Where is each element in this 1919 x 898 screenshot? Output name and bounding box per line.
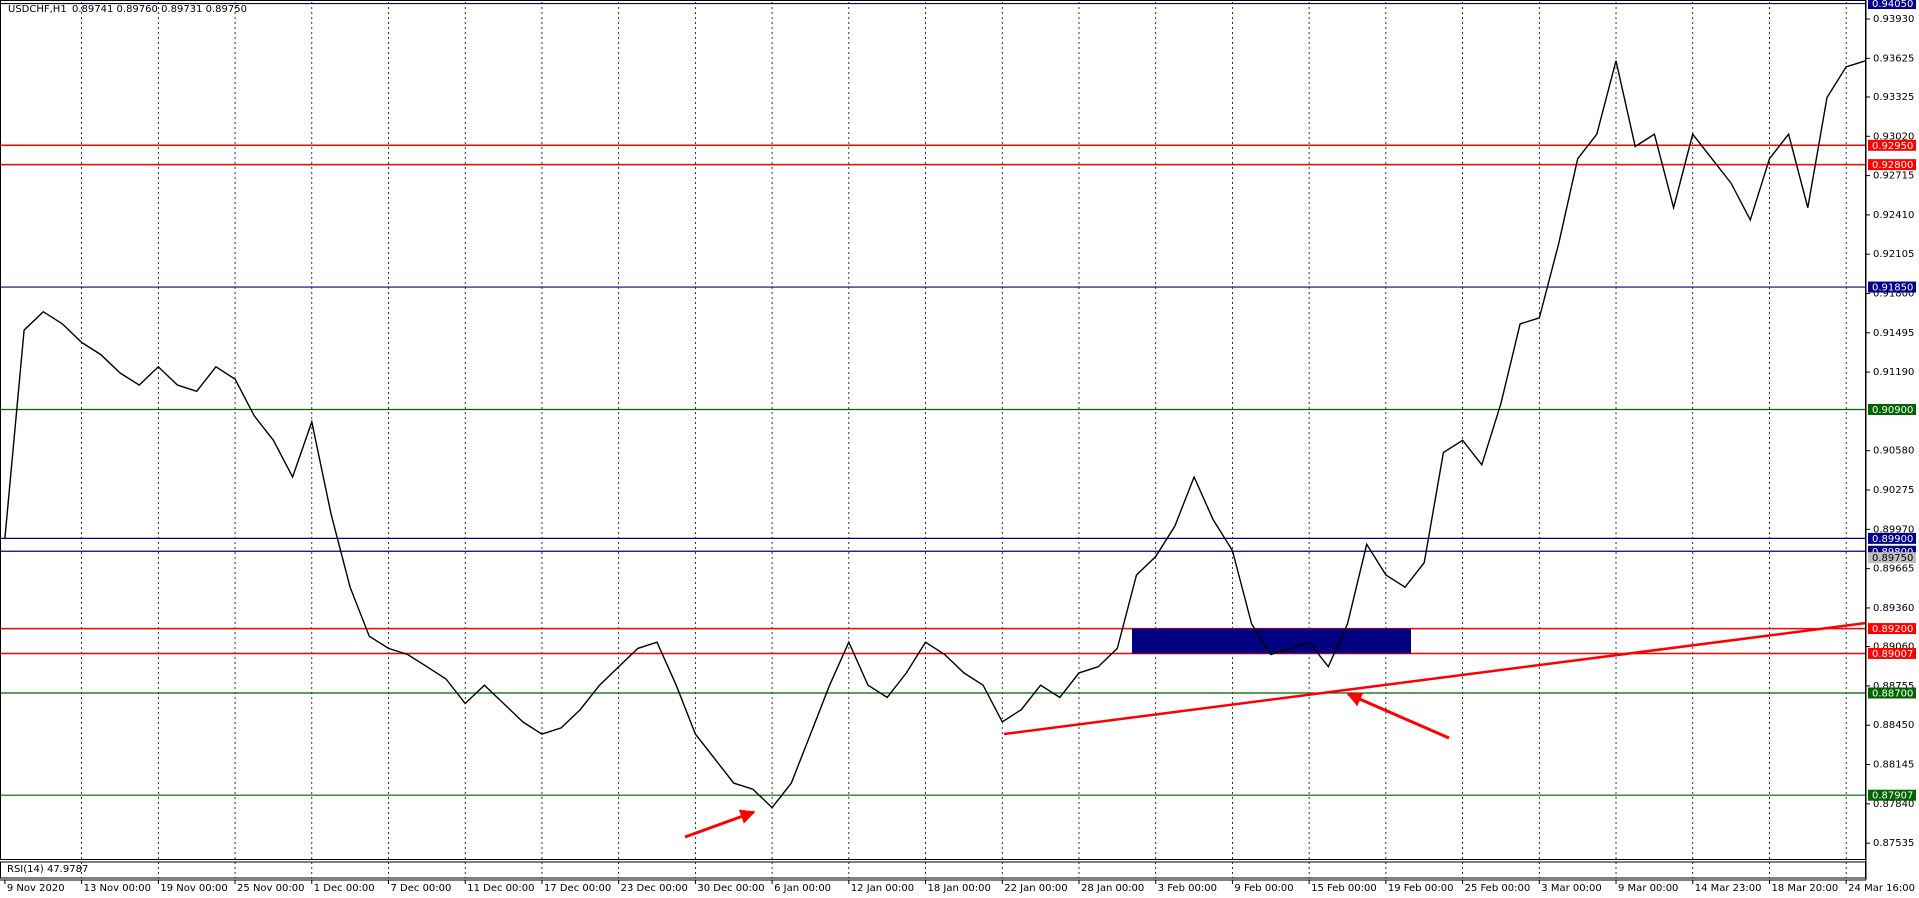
y-tick-label: 0.91800 (1873, 289, 1914, 300)
x-tick-label: 9 Feb 00:00 (1234, 883, 1293, 894)
level-tag (1868, 403, 1916, 415)
level-tag (1868, 159, 1916, 171)
level-label: 0.92800 (1872, 160, 1913, 171)
price-line (4, 60, 1866, 809)
y-tick-label: 0.87840 (1873, 799, 1914, 810)
y-tick-label: 0.93930 (1873, 14, 1914, 25)
x-tick-label: 1 Dec 00:00 (314, 883, 375, 894)
level-label: 0.87907 (1872, 791, 1913, 802)
level-label: 0.92950 (1872, 141, 1913, 152)
level-label: 0.89007 (1872, 649, 1913, 660)
trend-line (1003, 621, 1867, 736)
level-label: 0.91850 (1872, 283, 1913, 294)
y-tick-label: 0.92715 (1873, 171, 1914, 182)
x-tick-label: 25 Feb 00:00 (1465, 883, 1531, 894)
y-tick-label: 0.93625 (1873, 53, 1914, 64)
x-tick-label: 18 Mar 20:00 (1771, 883, 1838, 894)
y-tick-label: 0.88450 (1873, 720, 1914, 731)
x-tick-label: 11 Dec 00:00 (467, 883, 534, 894)
x-tick-label: 9 Nov 2020 (7, 883, 65, 894)
y-tick-label: 0.89665 (1873, 564, 1914, 575)
x-tick-label: 18 Jan 00:00 (928, 883, 991, 894)
level-label: 0.89900 (1872, 534, 1913, 545)
grid (81, 2, 1847, 878)
level-tag (1868, 0, 1916, 10)
level-tag (1868, 139, 1916, 151)
levels (0, 2, 1866, 796)
x-tick-label: 13 Nov 00:00 (84, 883, 151, 894)
y-tick-label: 0.89970 (1873, 524, 1914, 535)
axis: 0.93930 0.93625 0.93325 0.93020 0.92715 0.924… (4, 0, 1916, 894)
x-tick-label: 22 Jan 00:00 (1004, 883, 1067, 894)
arrow (1346, 692, 1450, 740)
y-tick-label: 0.89060 (1873, 642, 1914, 653)
level-tag (1868, 789, 1916, 801)
y-tick-label: 0.91190 (1873, 367, 1914, 378)
x-tick-label: 3 Mar 00:00 (1541, 883, 1601, 894)
level-tag (1868, 281, 1916, 293)
plot (4, 60, 1866, 809)
x-tick-label: 23 Dec 00:00 (621, 883, 688, 894)
zone (1132, 628, 1411, 654)
y-tick-label: 0.93325 (1873, 92, 1914, 103)
x-tick-label: 25 Nov 00:00 (237, 883, 304, 894)
current-price-label: 0.89750 (1872, 553, 1913, 564)
y-tick-label: 0.92105 (1873, 249, 1914, 260)
symbol: USDCHF,H1 (8, 4, 67, 15)
y-tick-label: 0.91495 (1873, 328, 1914, 339)
y-tick-label: 0.88145 (1873, 760, 1914, 771)
x-tick-label: 12 Jan 00:00 (851, 883, 914, 894)
level-label: 0.88700 (1872, 689, 1913, 700)
arrow (684, 809, 756, 839)
y-tick-label: 0.93020 (1873, 131, 1914, 142)
y-tick-label: 0.92410 (1873, 210, 1914, 221)
x-tick-label: 19 Nov 00:00 (160, 883, 227, 894)
x-tick-label: 6 Jan 00:00 (774, 883, 831, 894)
x-tick-label: 15 Feb 00:00 (1311, 883, 1377, 894)
x-tick-label: 7 Dec 00:00 (391, 883, 452, 894)
y-tick-label: 0.87535 (1873, 838, 1914, 849)
level-tag (1868, 545, 1916, 557)
y-tick-label: 0.89360 (1873, 603, 1914, 614)
level-label: 0.90900 (1872, 405, 1913, 416)
level-tag (1868, 623, 1916, 635)
level-tag (1868, 687, 1916, 699)
ohlc: 0.89741 0.89760 0.89731 0.89750 (72, 4, 247, 15)
indicator-label: RSI(14) 47.9787 (7, 864, 88, 875)
x-tick-label: 28 Jan 00:00 (1081, 883, 1144, 894)
level-tag (1868, 647, 1916, 659)
level-label: 0.89200 (1872, 624, 1913, 635)
x-tick-label: 14 Mar 23:00 (1695, 883, 1762, 894)
level-tag (1868, 532, 1916, 544)
x-tick-label: 19 Feb 00:00 (1388, 883, 1454, 894)
x-tick-label: 3 Feb 00:00 (1158, 883, 1217, 894)
y-tick-label: 0.88755 (1873, 681, 1914, 692)
current-price-tag (1868, 552, 1916, 564)
x-tick-label: 30 Dec 00:00 (697, 883, 764, 894)
x-tick-label: 9 Mar 00:00 (1618, 883, 1678, 894)
x-tick-label: 24 Mar 16:00 (1848, 883, 1915, 894)
x-tick-label: 17 Dec 00:00 (544, 883, 611, 894)
y-tick-label: 0.90275 (1873, 485, 1914, 496)
level-label: 0.94050 (1872, 0, 1913, 10)
y-tick-label: 0.90580 (1873, 446, 1914, 457)
